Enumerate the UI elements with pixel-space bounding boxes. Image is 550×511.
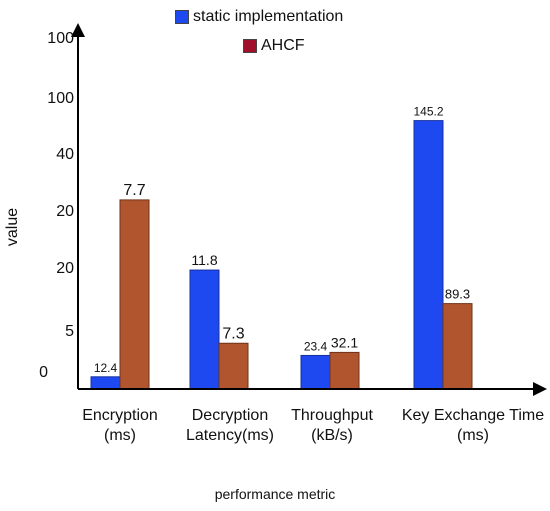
bar-label-static-key-exchange: 145.2	[413, 105, 443, 119]
category-label-throughput-line2: (kB/s)	[311, 427, 353, 444]
legend-swatch-ahcf	[243, 39, 257, 53]
legend: static implementation AHCF	[175, 7, 343, 56]
x-axis-label: performance metric	[214, 486, 336, 502]
category-label-encryption-line2: (ms)	[104, 427, 136, 444]
legend-label-ahcf: AHCF	[261, 37, 305, 54]
y-tick-label: 0	[39, 364, 48, 381]
y-tick-label: 20	[56, 260, 74, 277]
bar-static-key-exchange	[413, 120, 444, 390]
bar-static-throughput	[300, 354, 331, 390]
category-label-throughput: Throughput (kB/s)	[267, 406, 397, 446]
category-label-encryption-line1: Encryption	[82, 407, 158, 424]
category-label-decryption-line2: Latency(ms)	[185, 427, 275, 444]
y-axis-label: value	[4, 207, 22, 247]
bar-label-static-decryption: 11.8	[191, 252, 217, 268]
category-label-key-exchange: Key Exchange Time (ms)	[393, 406, 550, 446]
category-label-decryption-line1: Decryption	[191, 407, 269, 424]
bar-label-static-encryption: 12.4	[94, 361, 118, 375]
bar-labels-group: 12.4 11.8 23.4 145.2 7.7 7.3 32.1 89.3	[94, 105, 470, 375]
category-label-decryption: Decryption Latency(ms)	[165, 406, 295, 446]
bar-ahcf-encryption	[119, 199, 150, 390]
category-label-key-exchange-line2: (ms)	[457, 427, 489, 444]
legend-label-static: static implementation	[193, 8, 344, 25]
bar-label-ahcf-decryption: 7.3	[222, 325, 244, 342]
bar-static-decryption	[189, 269, 220, 390]
bar-ahcf-throughput	[329, 351, 360, 390]
bar-label-ahcf-key-exchange: 89.3	[445, 287, 470, 302]
y-tick-label: 5	[65, 323, 74, 340]
y-tick-label: 20	[56, 203, 74, 220]
bar-ahcf-key-exchange	[442, 303, 473, 390]
legend-item-ahcf: AHCF	[243, 36, 343, 56]
bar-label-static-throughput: 23.4	[304, 339, 328, 353]
bar-ahcf-decryption	[218, 342, 249, 390]
bar-label-ahcf-throughput: 32.1	[331, 334, 358, 350]
y-tick-label: 100	[47, 30, 74, 47]
legend-swatch-static	[175, 10, 189, 24]
y-tick-label: 100	[47, 90, 74, 107]
y-tick-label: 40	[56, 146, 74, 163]
bar-label-ahcf-encryption: 7.7	[123, 182, 145, 199]
bar-static-encryption	[90, 376, 121, 390]
legend-item-static: static implementation	[175, 7, 343, 27]
category-label-key-exchange-line1: Key Exchange Time	[401, 407, 545, 424]
category-label-encryption: Encryption (ms)	[55, 406, 185, 446]
category-label-throughput-line1: Throughput	[291, 407, 373, 424]
bars-group	[90, 120, 473, 390]
